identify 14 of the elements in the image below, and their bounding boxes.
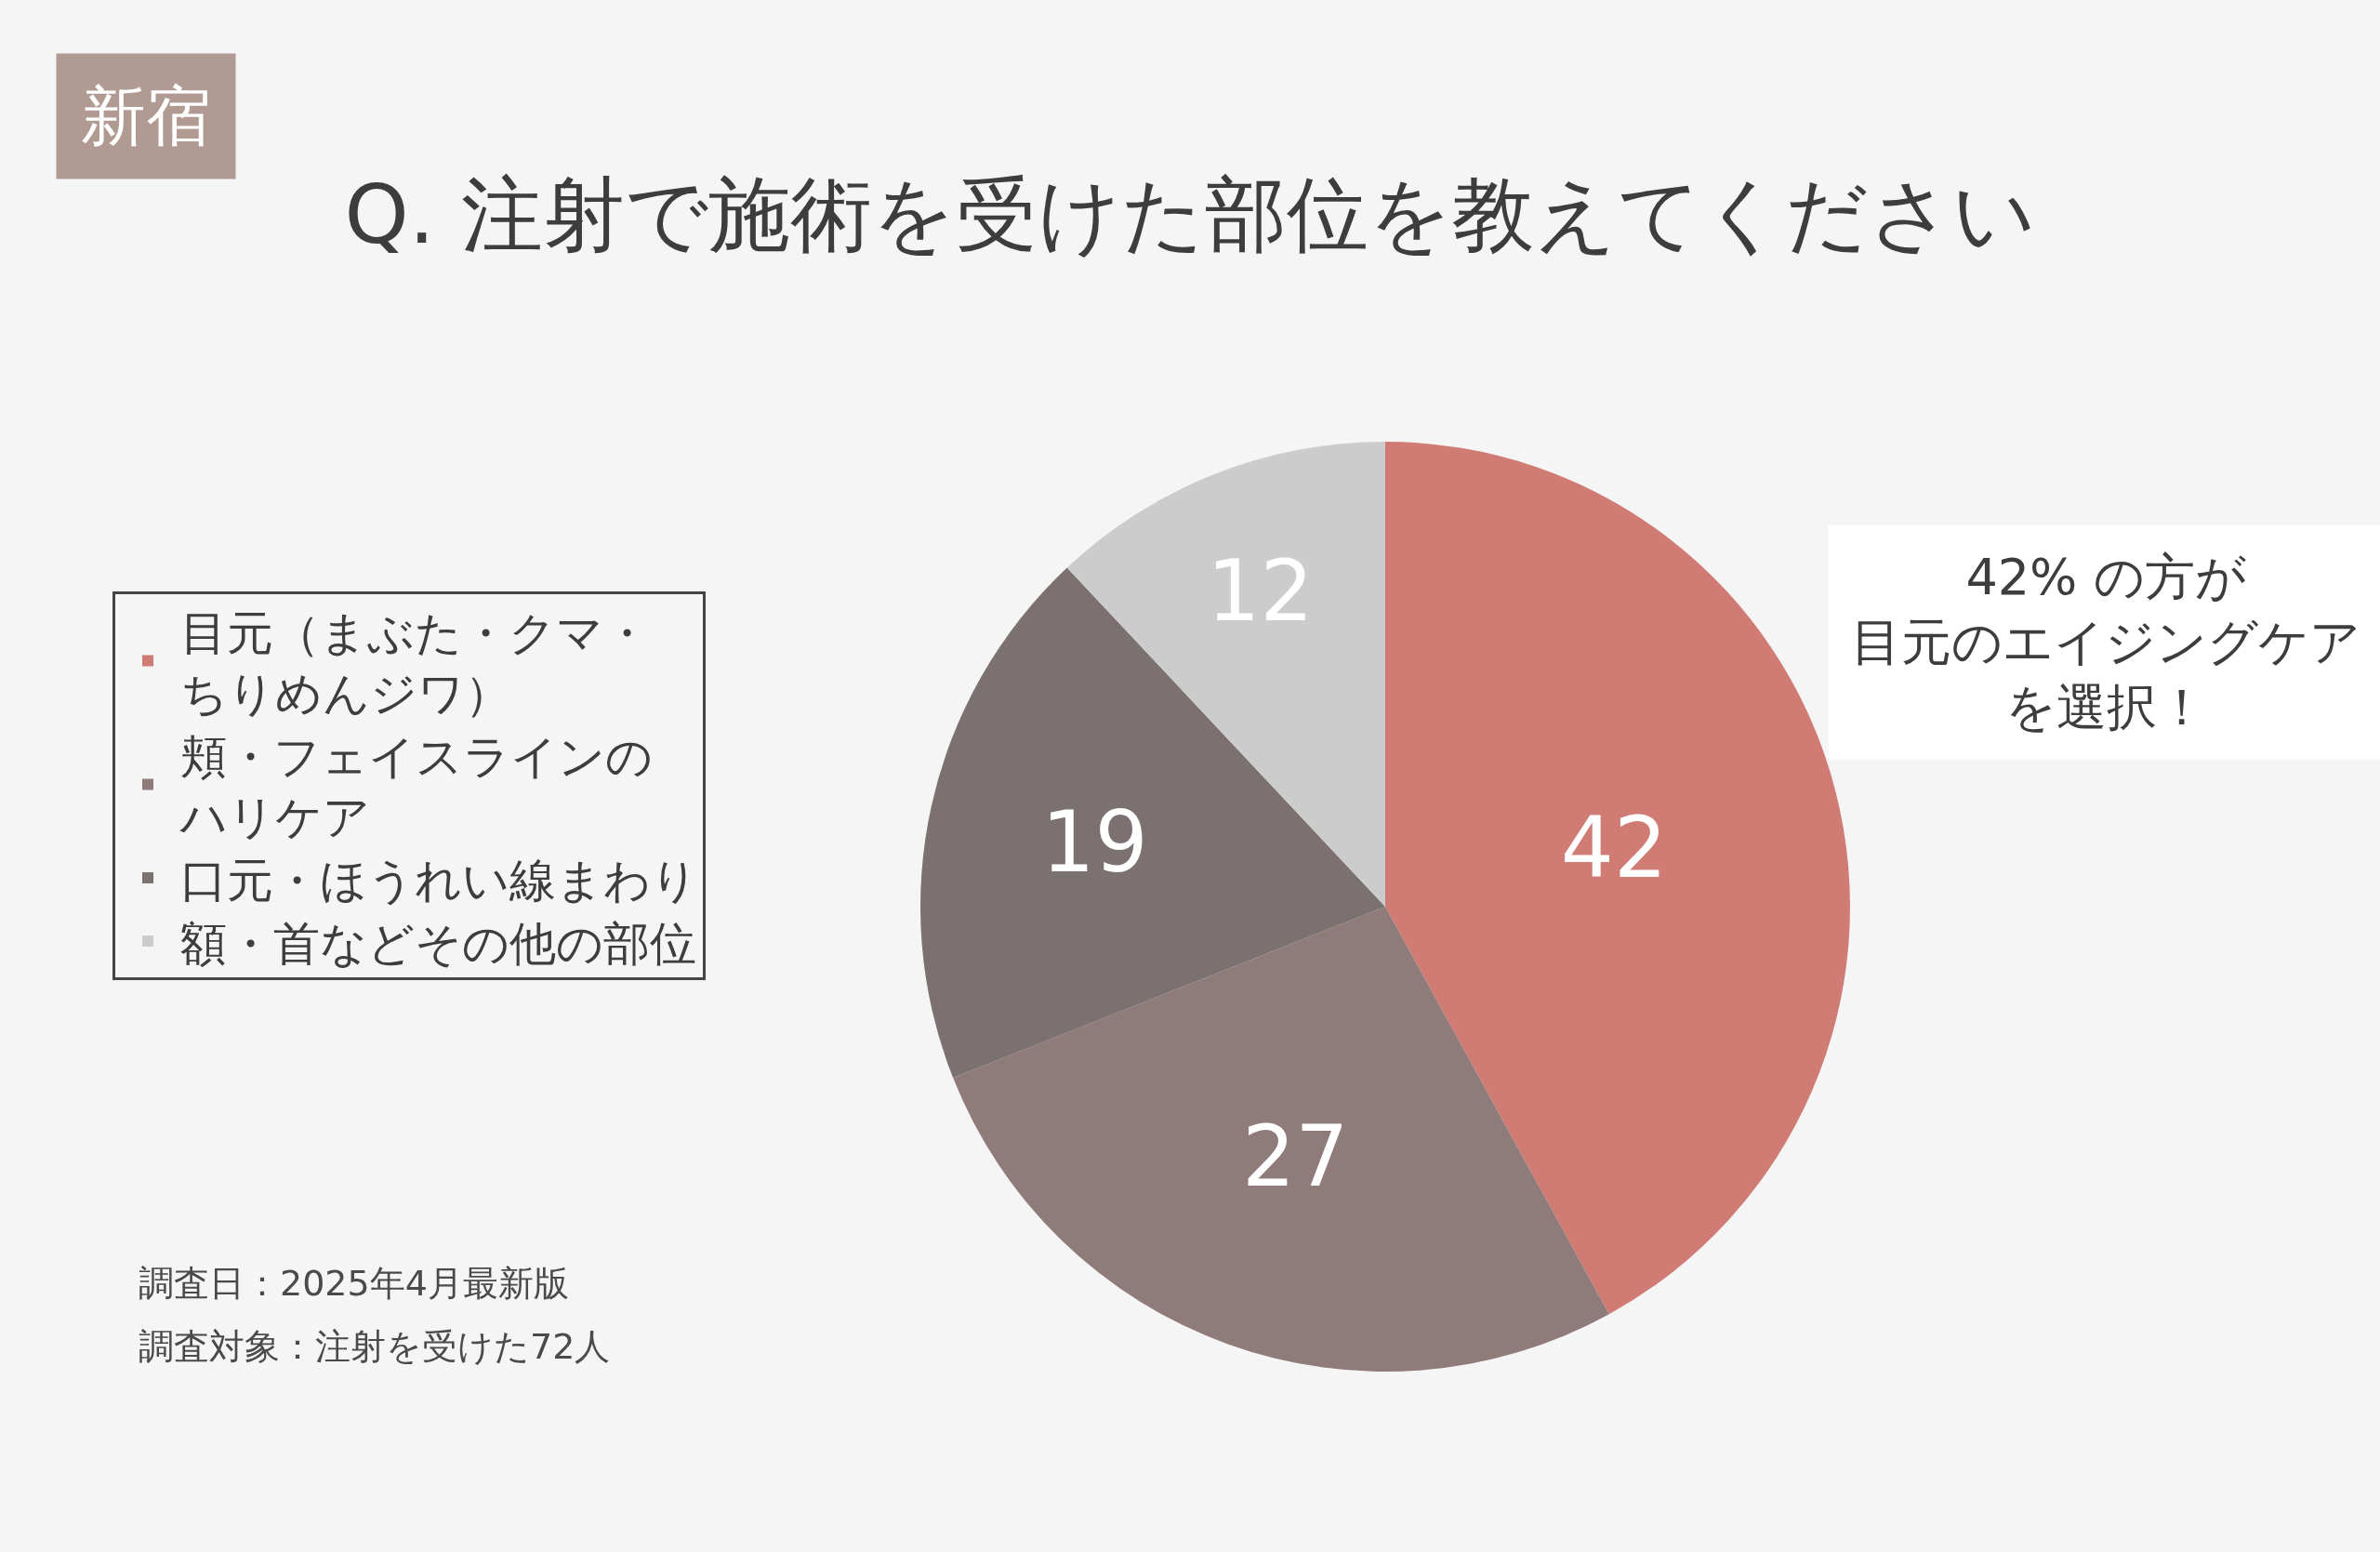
- text: 42% の方が目元のエイジングケアを選択！: [1851, 548, 2360, 737]
- chart-title: Q. 注射で施術を受けた部位を教えてください: [344, 166, 2036, 262]
- data-label: 27: [1241, 1108, 1349, 1206]
- legend-label: 頬・フェイスラインのハリケア: [179, 729, 653, 844]
- pie-slice: [1385, 442, 1850, 1315]
- data-label: 42: [1560, 799, 1668, 897]
- legend-label: 額・首などその他の部位: [180, 916, 696, 971]
- legend-label: 口元・ほうれい線まわり: [180, 853, 698, 908]
- legend-label: 目元（まぶた・クマ・ちりめんジワ）: [180, 605, 650, 721]
- text: 調査日：2025年4月最新版: [139, 1263, 569, 1304]
- pie-slice: [953, 907, 1609, 1372]
- text: 新宿: [81, 78, 211, 154]
- text: 調査対象：注射を受けた72人: [139, 1326, 611, 1367]
- data-label: 19: [1041, 792, 1148, 891]
